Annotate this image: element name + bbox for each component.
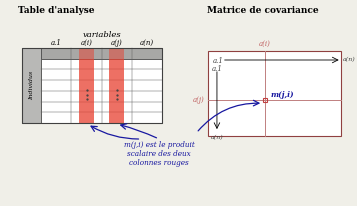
Text: Matrice de covariance: Matrice de covariance xyxy=(207,6,319,15)
Text: Table d'analyse: Table d'analyse xyxy=(18,6,94,15)
Bar xyxy=(109,59,124,123)
Bar xyxy=(41,48,162,59)
Bar xyxy=(41,59,162,123)
Bar xyxy=(263,98,267,102)
Text: variables: variables xyxy=(82,31,121,39)
Text: a(j): a(j) xyxy=(111,39,122,47)
Bar xyxy=(79,59,94,123)
Text: a(j): a(j) xyxy=(192,96,204,104)
Bar xyxy=(208,51,341,136)
Text: a(n): a(n) xyxy=(140,39,154,47)
Text: a.1: a.1 xyxy=(51,39,62,47)
Bar xyxy=(21,48,41,123)
Text: a(n): a(n) xyxy=(343,57,355,63)
Text: m(j,i): m(j,i) xyxy=(271,91,295,99)
Bar xyxy=(21,48,162,123)
Text: a(n): a(n) xyxy=(211,135,223,140)
Text: a(i): a(i) xyxy=(81,39,92,47)
Text: Individus: Individus xyxy=(29,71,34,100)
Bar xyxy=(109,48,124,59)
Text: a(i): a(i) xyxy=(259,40,271,48)
Text: a.1: a.1 xyxy=(213,57,224,65)
Text: a.1: a.1 xyxy=(212,65,223,73)
Text: m(j,i) est le produit
scalaire des deux
colonnes rouges: m(j,i) est le produit scalaire des deux … xyxy=(124,141,195,167)
Bar xyxy=(79,48,94,59)
